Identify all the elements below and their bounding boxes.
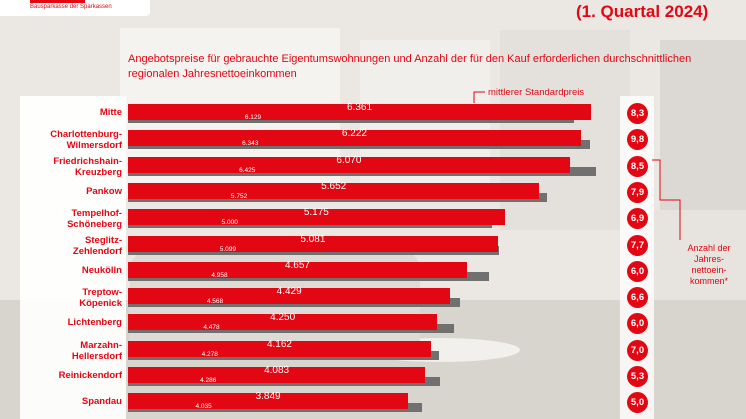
district-label: Steglitz- Zehlendorf: [72, 234, 122, 257]
district-label: Marzahn- Hellersdorf: [71, 339, 122, 362]
district-label-panel: [20, 96, 126, 419]
income-ratio-badge: 6,0: [627, 260, 648, 282]
bar-red: [128, 367, 426, 383]
bar-red: [128, 182, 540, 199]
value-label-red: 6.070: [336, 154, 362, 166]
value-label-grey: 6.343: [242, 140, 259, 148]
district-label: Tempelhof- Schöneberg: [67, 208, 122, 231]
income-ratio-badge: 5,3: [627, 366, 648, 387]
income-ratio-badge: 7,7: [627, 234, 648, 256]
district-label: Pankow: [86, 185, 122, 197]
value-label-red: 5.081: [300, 233, 326, 245]
value-label-red: 6.222: [341, 128, 367, 140]
value-label-grey: 5.752: [230, 192, 248, 200]
district-label: Mitte: [99, 107, 122, 118]
value-label-red: 4.250: [270, 312, 296, 324]
brand-logo-block: Bausparkasse der Sparkassen: [0, 0, 150, 16]
value-label-grey: 6.425: [239, 166, 256, 174]
legend-income-ratio: Anzahl der Jahres-nettoein-kommen*: [687, 243, 731, 286]
bar-red: [128, 235, 498, 252]
income-ratio-badge: 6,9: [627, 208, 648, 230]
value-label-red: 6.361: [346, 102, 373, 113]
value-label-red: 5.175: [303, 207, 329, 219]
income-ratio-badge: 6,0: [627, 313, 648, 335]
district-label: Treptow- Köpenick: [79, 287, 122, 310]
chart-subtitle: Angebotspreise für gebrauchte Eigentumsw…: [128, 53, 692, 80]
district-label: Lichtenberg: [67, 317, 122, 329]
income-ratio-badge: 7,9: [627, 181, 648, 203]
bar-red: [128, 393, 409, 410]
value-label-grey: 4.278: [201, 350, 218, 358]
income-ratio-badge: 5,0: [627, 392, 648, 414]
value-label-red: 3.849: [255, 391, 281, 403]
value-label-grey: 5.000: [221, 219, 238, 227]
district-label: Spandau: [81, 396, 122, 408]
value-label-grey: 4.035: [195, 403, 212, 411]
income-ratio-badge: 9,8: [627, 129, 648, 151]
quarter-title: (1. Quartal 2024): [576, 2, 709, 21]
bar-red: [128, 261, 467, 278]
value-label-red: 4.083: [264, 365, 290, 376]
value-label-red: 4.657: [284, 259, 310, 271]
district-label: Charlottenburg- Wilmersdorf: [50, 129, 122, 152]
value-label-red: 4.429: [276, 286, 302, 298]
district-label: Friedrichshain- Kreuzberg: [53, 155, 122, 178]
legend-standard-price: mittlerer Standardpreis: [488, 87, 585, 98]
value-label-grey: 4.568: [206, 298, 224, 306]
value-label-grey: 4.286: [200, 377, 217, 384]
value-label-grey: 4.478: [203, 324, 220, 332]
income-ratio-badge: 7,0: [627, 339, 648, 361]
bar-red: [128, 209, 505, 226]
district-label: Neukölln: [81, 264, 122, 276]
value-label-grey: 6.129: [244, 114, 262, 121]
value-label-grey: 4.958: [211, 271, 228, 279]
value-label-red: 4.162: [266, 338, 292, 350]
bar-red: [128, 288, 451, 305]
brand-logo-bar: [30, 0, 85, 3]
bar-red: [128, 156, 570, 173]
bar-red: [128, 314, 438, 331]
value-label-grey: 5.099: [219, 245, 236, 253]
income-ratio-badge: 8,3: [627, 103, 648, 124]
bar-red: [128, 340, 431, 357]
income-ratio-badge: 6,6: [627, 287, 648, 309]
value-label-red: 5.652: [321, 180, 347, 192]
logo-subtitle: Bausparkasse der Sparkassen: [30, 4, 112, 10]
income-ratio-badge: 8,5: [627, 155, 648, 177]
district-label: Reinickendorf: [58, 370, 122, 381]
bar-red: [128, 104, 591, 120]
bar-red: [128, 130, 581, 147]
